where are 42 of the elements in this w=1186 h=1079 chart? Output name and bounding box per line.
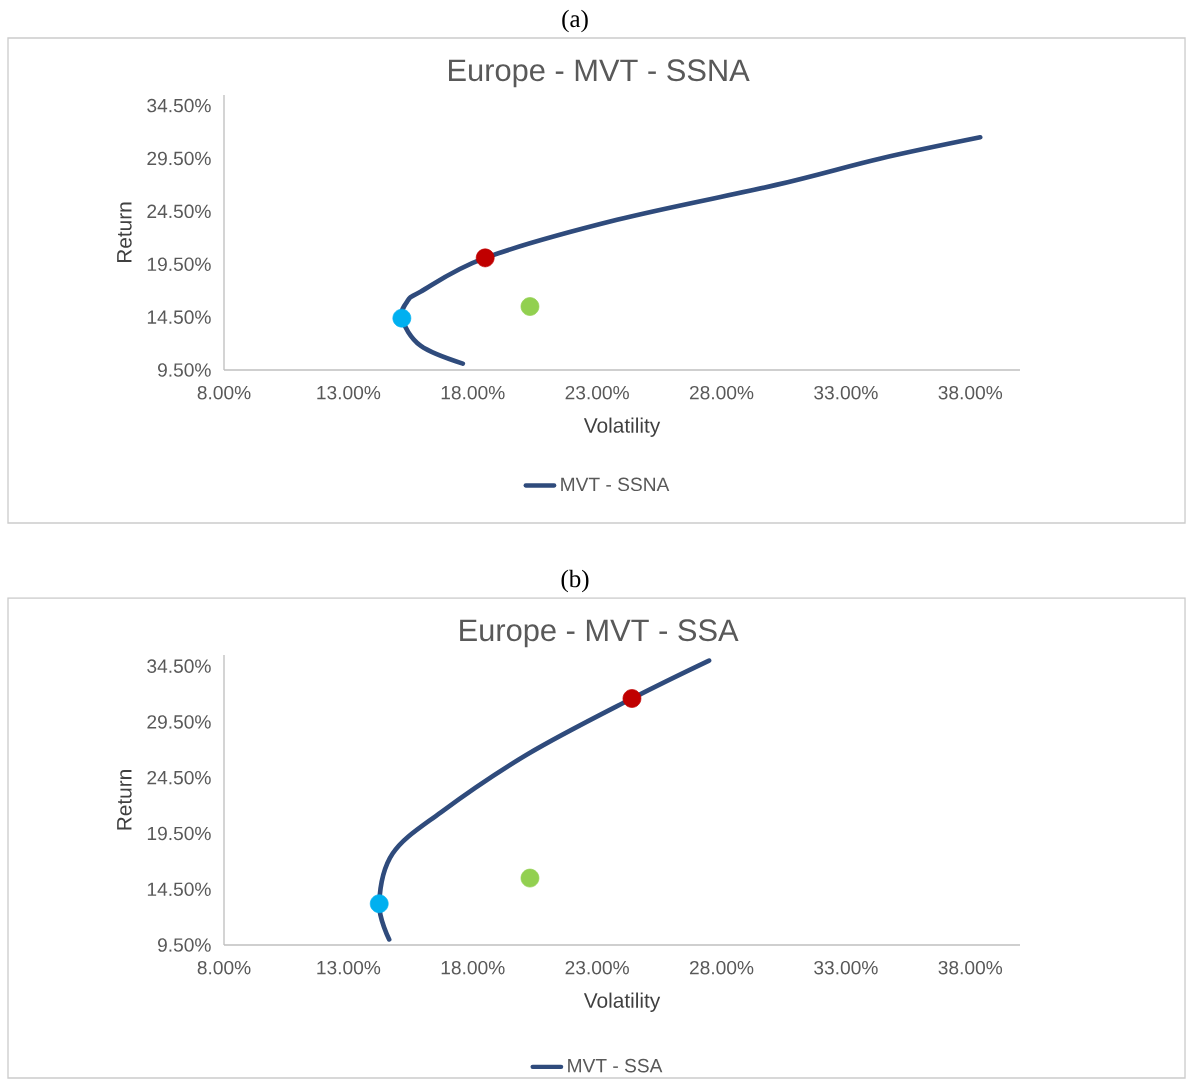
y-tick-label: 34.50% <box>147 98 211 113</box>
point <box>622 689 642 708</box>
point <box>369 894 389 914</box>
y-tick-label: 24.50% <box>147 770 211 785</box>
y-tick-label: 9.50% <box>157 938 211 952</box>
x-tick-label: 18.00% <box>441 385 505 400</box>
text: (a) <box>562 9 588 33</box>
y-axis-title: Return <box>117 770 132 830</box>
y-tick-label: 14.50% <box>147 882 211 897</box>
point <box>520 868 540 888</box>
x-tick-label: 33.00% <box>814 385 878 400</box>
y-tick-label: 9.50% <box>157 363 211 377</box>
y-tick-label: 34.50% <box>147 659 211 673</box>
x-tick-label: 8.00% <box>197 960 251 975</box>
point <box>520 297 540 316</box>
x-tick-label: 38.00% <box>938 960 1003 975</box>
x-tick-label: 13.00% <box>317 960 381 975</box>
x-tick-label: 28.00% <box>689 385 754 400</box>
x-tick-label: 23.00% <box>565 385 629 400</box>
point <box>392 308 412 328</box>
chart-title: Europe - MVT - SSA <box>460 619 739 648</box>
x-tick-label: 38.00% <box>938 385 1003 400</box>
y-tick-label: 29.50% <box>147 151 211 166</box>
point <box>475 248 495 268</box>
x-tick-label: 13.00% <box>317 385 381 400</box>
y-tick-label: 19.50% <box>147 257 211 271</box>
y-tick-label: 24.50% <box>147 204 211 219</box>
text: (b) <box>561 569 589 593</box>
x-tick-label: 33.00% <box>814 960 878 975</box>
y-tick-label: 14.50% <box>147 310 211 324</box>
x-axis-title: Volatility <box>583 992 661 1012</box>
legend-label: MVT - SSNA <box>561 477 670 492</box>
y-axis-title: Return <box>117 202 132 263</box>
legend-label: MVT - SSA <box>568 1058 663 1073</box>
chart-title: Europe - MVT - SSNA <box>449 59 750 88</box>
x-axis-title: Volatility <box>583 417 661 437</box>
y-tick-label: 29.50% <box>147 715 211 729</box>
x-tick-label: 18.00% <box>441 960 505 975</box>
x-tick-label: 28.00% <box>689 960 754 975</box>
x-tick-label: 8.00% <box>197 385 251 400</box>
x-tick-label: 23.00% <box>565 960 629 975</box>
y-tick-label: 19.50% <box>147 826 211 841</box>
